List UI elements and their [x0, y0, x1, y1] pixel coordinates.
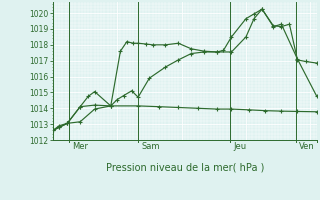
Text: Sam: Sam: [141, 142, 160, 151]
Text: Ven: Ven: [299, 142, 315, 151]
X-axis label: Pression niveau de la mer( hPa ): Pression niveau de la mer( hPa ): [106, 162, 264, 172]
Text: Jeu: Jeu: [233, 142, 246, 151]
Text: Mer: Mer: [72, 142, 88, 151]
